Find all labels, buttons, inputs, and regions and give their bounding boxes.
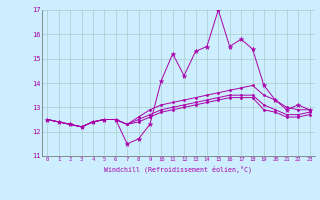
X-axis label: Windchill (Refroidissement éolien,°C): Windchill (Refroidissement éolien,°C) [104, 165, 252, 173]
